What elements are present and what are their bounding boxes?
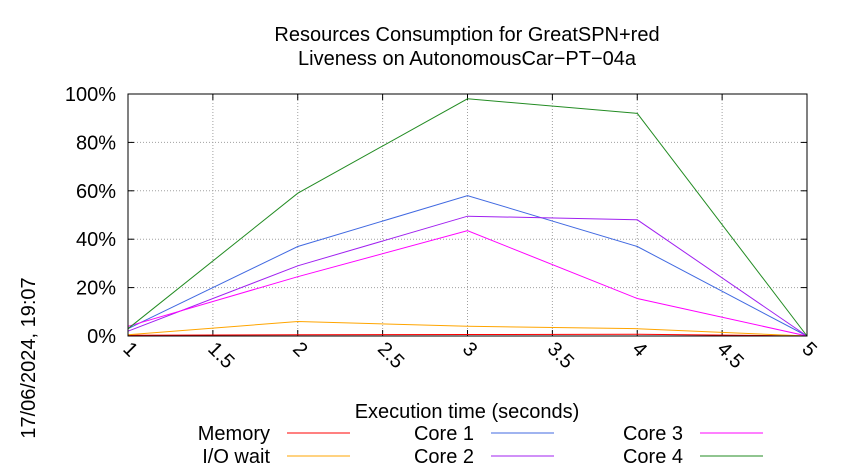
x-tick-label: 2.5 xyxy=(373,338,408,373)
legend-label-core-2: Core 2 xyxy=(414,446,474,468)
x-tick-label: 1 xyxy=(118,338,141,361)
y-tick-label: 80% xyxy=(76,132,116,154)
plot-frame xyxy=(127,93,808,337)
series-line-core-1 xyxy=(127,195,808,337)
series-line-i-o-wait xyxy=(127,320,808,337)
chart-title-line-2: Liveness on AutonomousCar−PT−04a xyxy=(298,48,637,70)
x-tick-label: 1.5 xyxy=(203,338,238,373)
timestamp-label: 17/06/2024, 19:07 xyxy=(18,277,40,438)
x-tick-label: 5 xyxy=(797,338,820,361)
x-tick-label: 3 xyxy=(458,338,481,361)
legend-label-memory: Memory xyxy=(198,423,270,445)
x-tick-label: 3.5 xyxy=(543,338,578,373)
y-tick-label: 20% xyxy=(76,278,116,300)
y-tick-label: 60% xyxy=(76,181,116,203)
x-tick-label: 4.5 xyxy=(713,338,748,373)
series-line-core-4 xyxy=(127,98,808,337)
series-line-core-3 xyxy=(127,230,808,337)
series-line-core-2 xyxy=(127,215,808,337)
legend-label-core-1: Core 1 xyxy=(414,423,474,445)
legend-label-i-o-wait: I/O wait xyxy=(202,446,270,468)
y-tick-label: 0% xyxy=(87,326,116,348)
legend-label-core-4: Core 4 xyxy=(623,446,683,468)
series-line-memory xyxy=(127,333,808,337)
x-axis-label: Execution time (seconds) xyxy=(355,401,580,423)
axes: 0% 20% 40% 60% 80% 100% 1 1.5 2 2.5 3 3.5 4 4.5 5 xyxy=(65,84,821,373)
y-tick-label: 100% xyxy=(65,84,116,106)
y-tick-label: 40% xyxy=(76,229,116,251)
legend-label-core-3: Core 3 xyxy=(623,423,683,445)
x-tick-label: 2 xyxy=(288,338,311,361)
grid xyxy=(127,93,808,337)
chart-title-line-1: Resources Consumption for GreatSPN+red xyxy=(274,24,659,46)
x-tick-label: 4 xyxy=(628,338,651,361)
series-lines xyxy=(127,98,808,337)
